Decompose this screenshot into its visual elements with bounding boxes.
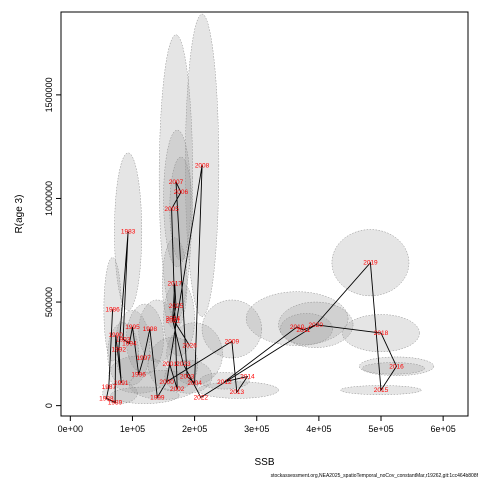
point-label-2019: 2019 (363, 260, 378, 267)
point-label-2022: 2022 (194, 394, 209, 401)
point-label-2001: 2001 (163, 361, 178, 368)
point-label-2025: 2025 (169, 303, 184, 310)
point-label-1987: 1987 (102, 384, 117, 391)
confidence-ellipse-12 (245, 291, 349, 346)
point-label-2011: 2011 (296, 327, 310, 334)
point-label-1997: 1997 (136, 355, 151, 362)
confidence-ellipse-1 (158, 34, 193, 321)
confidence-ellipses (102, 13, 435, 404)
point-label-1998: 1998 (143, 326, 158, 333)
x-tick-label-2e+05: 2e+05 (182, 424, 207, 434)
point-label-1993: 1993 (116, 336, 131, 343)
y-tick-label-1000000: 1000000 (44, 181, 54, 216)
point-label-2012: 2012 (217, 379, 232, 386)
point-label-2009: 2009 (225, 338, 240, 345)
point-label-1986: 1986 (105, 306, 120, 313)
x-tick-label-5e+05: 5e+05 (368, 424, 393, 434)
point-label-2021: 2021 (166, 318, 181, 325)
point-label-1988: 1988 (99, 395, 114, 402)
point-label-2018: 2018 (374, 330, 389, 337)
point-label-2016: 2016 (389, 363, 404, 370)
footer-source-text: stockassessment.org,NEA2025_spatioTempor… (271, 473, 479, 479)
point-label-2007: 2007 (169, 179, 184, 186)
x-axis-title: SSB (254, 457, 274, 468)
confidence-ellipse-10 (362, 362, 425, 375)
point-label-1994: 1994 (122, 340, 137, 347)
point-label-2005: 2005 (164, 206, 179, 213)
y-tick-label-500000: 500000 (44, 287, 54, 317)
plot-box (60, 11, 469, 417)
y-tick-label-0: 0 (44, 403, 54, 408)
point-label-2020: 2020 (309, 322, 324, 329)
point-label-2015: 2015 (374, 387, 389, 394)
point-label-1990: 1990 (108, 332, 123, 339)
y-tick-label-1500000: 1500000 (44, 77, 54, 112)
point-label-2023: 2023 (176, 361, 191, 368)
point-label-2010: 2010 (290, 324, 305, 331)
point-label-2024: 2024 (166, 316, 181, 323)
x-axis: 0e+00 1e+05 2e+05 3e+05 4e+05 5e+05 6e+05 (58, 416, 456, 434)
point-label-1983: 1983 (121, 229, 136, 236)
point-label-1996: 1996 (131, 372, 146, 379)
point-label-1995: 1995 (125, 324, 140, 331)
confidence-ellipse-28 (110, 386, 180, 404)
trajectory-line (105, 165, 398, 404)
point-label-2013: 2013 (230, 389, 245, 396)
point-label-1999: 1999 (150, 394, 165, 401)
point-label-2026: 2026 (182, 343, 197, 350)
x-tick-label-3e+05: 3e+05 (244, 424, 269, 434)
point-label-2008: 2008 (195, 162, 210, 169)
point-label-2000: 2000 (159, 379, 174, 386)
point-label-2003: 2003 (180, 374, 195, 381)
y-axis-title: R(age 3) (14, 195, 25, 234)
point-label-2006: 2006 (174, 189, 189, 196)
x-tick-label-6e+05: 6e+05 (431, 424, 456, 434)
point-label-2017: 2017 (167, 280, 182, 287)
confidence-ellipse-20 (138, 299, 177, 363)
confidence-ellipse-19 (163, 281, 195, 357)
point-label-2004: 2004 (187, 380, 202, 387)
x-tick-label-1e+05: 1e+05 (120, 424, 145, 434)
x-tick-label-4e+05: 4e+05 (306, 424, 331, 434)
point-label-1992: 1992 (112, 347, 127, 354)
point-label-1989: 1989 (108, 400, 123, 407)
point-label-1991: 1991 (114, 380, 129, 387)
point-label-2014: 2014 (240, 374, 255, 381)
y-axis: 0 500000 1000000 1500000 (44, 77, 61, 408)
point-label-2002: 2002 (170, 386, 185, 393)
x-tick-label-0e+00: 0e+00 (58, 424, 83, 434)
confidence-ellipse-15 (201, 299, 262, 359)
